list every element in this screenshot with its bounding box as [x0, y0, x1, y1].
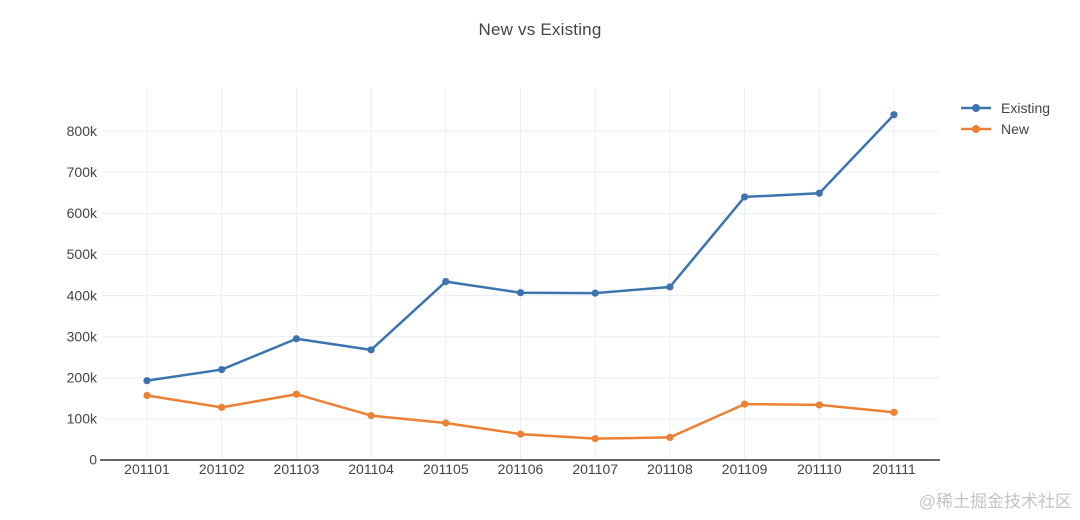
x-tick-label-201107: 201107 — [572, 461, 618, 477]
new-data-point-201101[interactable] — [143, 391, 151, 400]
chart-title: New vs Existing — [478, 20, 602, 39]
legend-item-existing[interactable]: Existing — [960, 97, 1050, 118]
existing-data-point-201110[interactable] — [815, 189, 823, 197]
y-tick-label-300k: 300k — [67, 328, 98, 344]
y-tick-label-700k: 700k — [67, 164, 98, 180]
new-data-point-201105[interactable] — [442, 419, 450, 427]
x-tick-label-201102: 201102 — [199, 461, 245, 477]
legend: Existing New — [960, 97, 1050, 139]
y-tick-label-200k: 200k — [67, 369, 98, 385]
legend-item-new[interactable]: New — [960, 118, 1050, 139]
new-data-point-201103[interactable] — [292, 390, 300, 398]
existing-series-marker-icon — [961, 103, 991, 112]
new-data-point-201111[interactable] — [890, 408, 898, 416]
y-tick-label-400k: 400k — [67, 287, 98, 303]
legend-label-existing: Existing — [1001, 99, 1051, 116]
new-data-point-201104[interactable] — [367, 412, 375, 420]
new-data-point-201107[interactable] — [591, 435, 599, 443]
x-tick-label-201110: 201110 — [797, 461, 842, 477]
existing-data-point-201108[interactable] — [666, 283, 674, 291]
y-tick-label-800k: 800k — [67, 123, 98, 139]
new-data-point-201106[interactable] — [516, 430, 525, 438]
new-data-point-201108[interactable] — [666, 433, 674, 441]
x-tick-label-201111: 201111 — [872, 461, 916, 477]
existing-data-point-201106[interactable] — [516, 289, 525, 297]
x-tick-label-201106: 201106 — [498, 461, 544, 477]
x-tick-label-201108: 201108 — [647, 461, 693, 477]
x-tick-label-201105: 201105 — [423, 461, 469, 477]
existing-data-point-201111[interactable] — [890, 111, 898, 119]
watermark: @稀土掘金技术社区 — [918, 492, 1072, 511]
y-tick-label-600k: 600k — [67, 205, 98, 221]
x-tick-label-201101: 201101 — [124, 461, 170, 477]
existing-data-point-201104[interactable] — [367, 346, 375, 354]
x-tick-label-201104: 201104 — [348, 461, 394, 477]
existing-data-point-201103[interactable] — [292, 335, 300, 343]
y-tick-label-500k: 500k — [67, 246, 98, 262]
y-tick-label-0: 0 — [89, 452, 97, 468]
x-tick-label-201103: 201103 — [274, 461, 320, 477]
existing-data-point-201102[interactable] — [218, 365, 226, 374]
new-data-point-201110[interactable] — [815, 401, 823, 409]
y-tick-label-100k: 100k — [67, 411, 98, 427]
existing-data-point-201101[interactable] — [143, 377, 151, 385]
new-data-point-201109[interactable] — [741, 400, 749, 408]
existing-data-point-201107[interactable] — [591, 289, 599, 297]
x-tick-label-201109: 201109 — [722, 461, 768, 477]
new-data-point-201102[interactable] — [218, 403, 226, 411]
legend-label-new: New — [1001, 120, 1030, 137]
existing-data-point-201109[interactable] — [741, 193, 749, 201]
new-series-marker-icon — [961, 124, 991, 133]
existing-data-point-201105[interactable] — [442, 278, 450, 286]
